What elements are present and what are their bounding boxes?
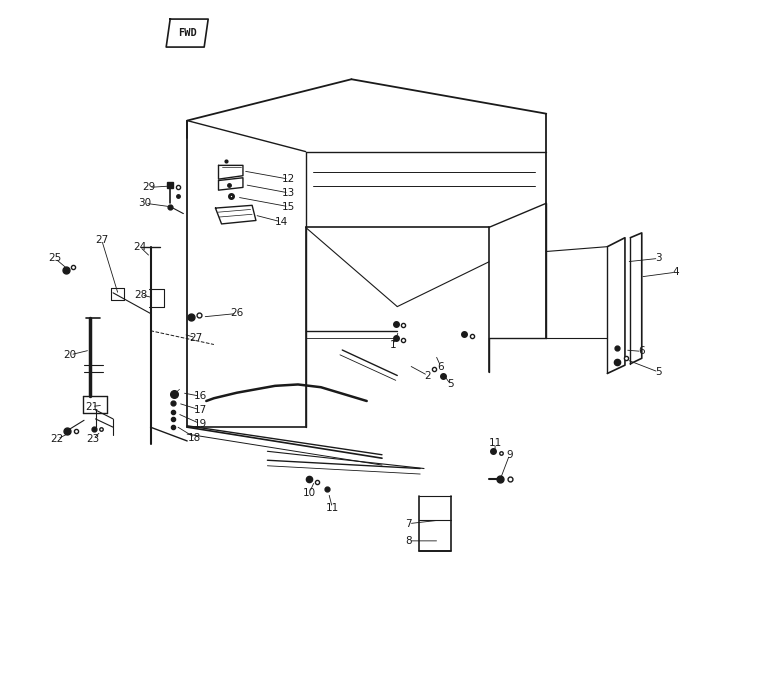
Text: 9: 9: [507, 450, 513, 460]
Text: FWD: FWD: [178, 28, 196, 38]
Text: 7: 7: [406, 519, 412, 528]
Text: 26: 26: [230, 309, 244, 318]
Text: 10: 10: [303, 488, 316, 497]
Text: 3: 3: [656, 254, 662, 263]
Text: 17: 17: [193, 405, 207, 415]
Text: 2: 2: [425, 371, 431, 380]
Text: 13: 13: [282, 188, 296, 198]
Text: 4: 4: [673, 267, 679, 277]
Text: 15: 15: [282, 202, 296, 212]
Text: 27: 27: [189, 333, 202, 342]
Text: 29: 29: [142, 183, 156, 192]
Text: 22: 22: [50, 434, 64, 444]
Text: 6: 6: [639, 347, 645, 356]
Text: 30: 30: [138, 198, 152, 208]
Text: 14: 14: [274, 217, 288, 227]
Text: 5: 5: [448, 380, 454, 389]
Text: 5: 5: [656, 367, 662, 377]
Text: 16: 16: [193, 391, 207, 401]
Text: 28: 28: [134, 290, 148, 300]
Text: 23: 23: [86, 434, 100, 444]
Text: 12: 12: [282, 174, 296, 184]
Text: 8: 8: [406, 536, 412, 546]
Text: 27: 27: [95, 235, 108, 245]
Text: 25: 25: [48, 254, 62, 263]
Text: 11: 11: [488, 438, 502, 448]
Text: 11: 11: [325, 503, 339, 513]
Text: 21: 21: [85, 402, 99, 411]
Text: 24: 24: [133, 242, 147, 251]
Text: 6: 6: [438, 362, 444, 371]
Text: 20: 20: [63, 350, 77, 360]
Text: 1: 1: [390, 340, 397, 349]
Text: 18: 18: [188, 433, 202, 442]
Text: 19: 19: [193, 419, 207, 429]
